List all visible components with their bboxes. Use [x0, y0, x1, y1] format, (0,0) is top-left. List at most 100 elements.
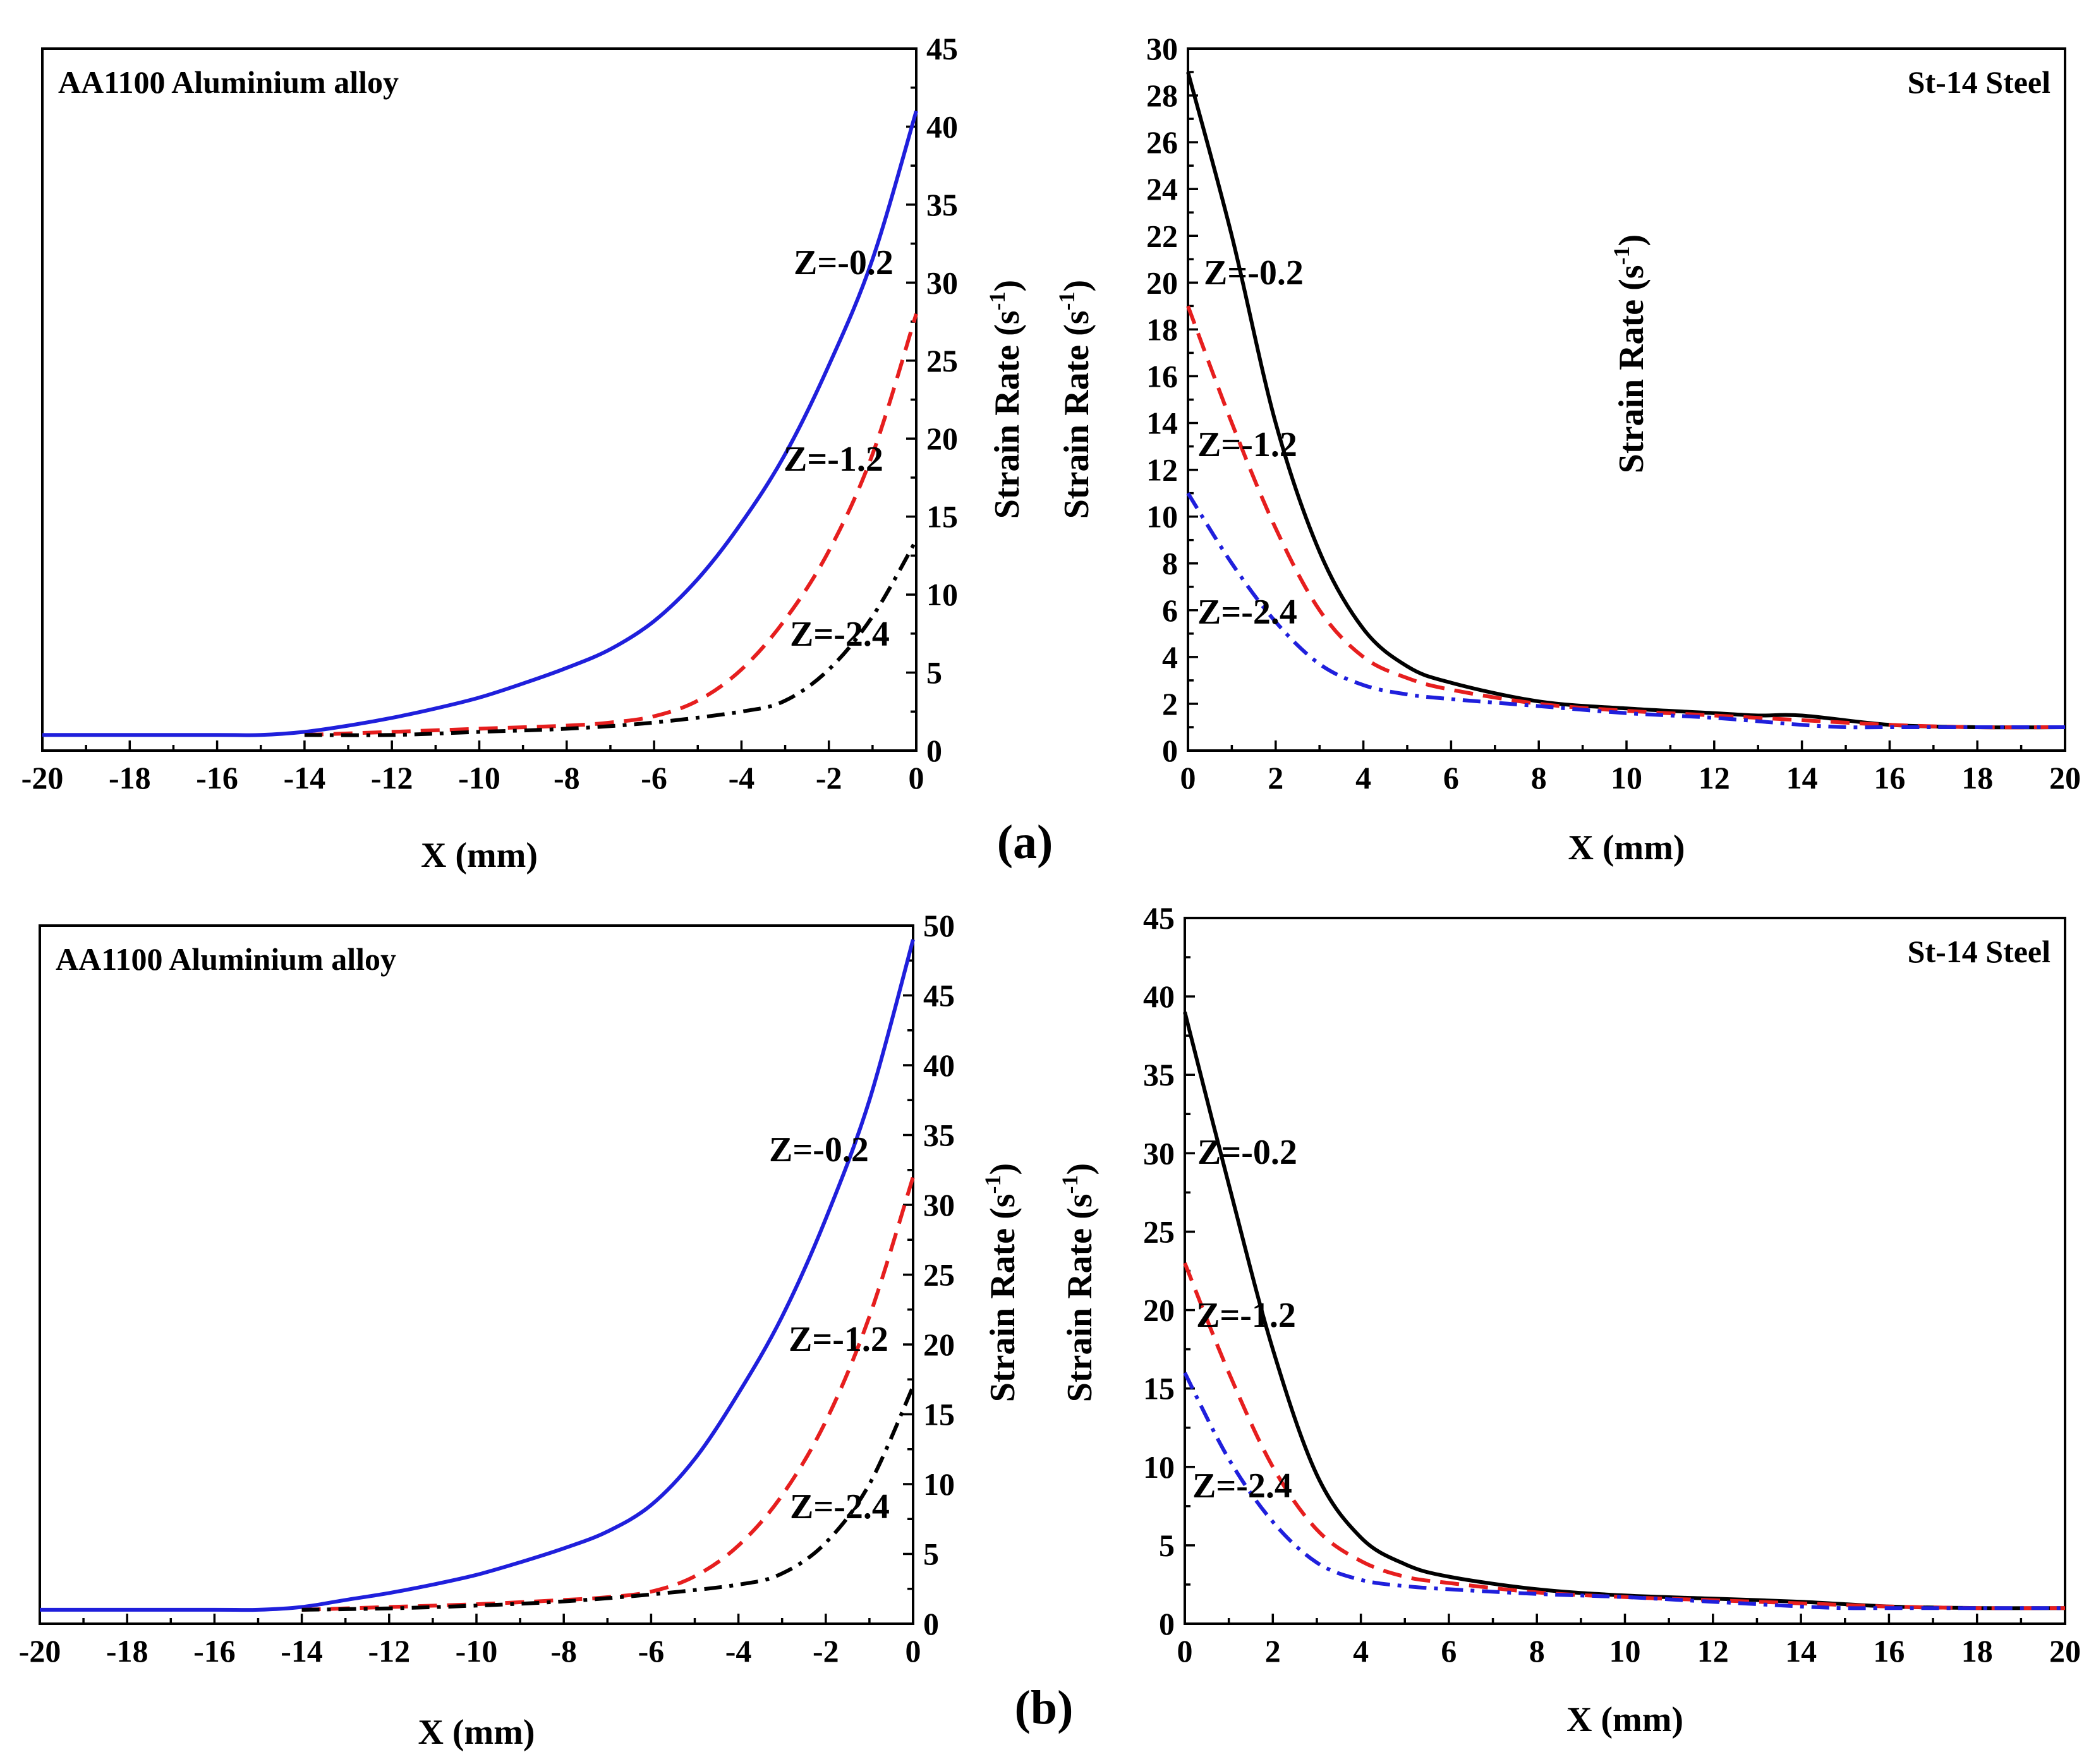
y-tick-label: 5 — [1159, 1528, 1175, 1563]
x-tick-label: 8 — [1531, 760, 1547, 795]
x-tick-label: -20 — [19, 1633, 61, 1669]
x-axis-label: X (mm) — [421, 836, 538, 875]
y-tick-label: 30 — [1146, 31, 1178, 66]
x-tick-label: -14 — [281, 1633, 323, 1669]
y-tick-label: 8 — [1162, 546, 1178, 581]
y-axis-label: Strain Rate (s-1) — [1057, 1163, 1099, 1402]
x-tick-label: 2 — [1268, 760, 1283, 795]
x-tick-label: 8 — [1529, 1633, 1545, 1669]
x-tick-label: 4 — [1353, 1633, 1369, 1669]
y-tick-label: 12 — [1146, 452, 1178, 488]
series-line-z-0-2 — [39, 939, 915, 1612]
x-tick-label: 20 — [2049, 760, 2081, 795]
series-line-z-1-2 — [1186, 305, 2066, 730]
x-axis-label: X (mm) — [418, 1713, 535, 1752]
y-axis-label: Strain Rate (s-1) — [984, 280, 1027, 519]
y-tick-label: 0 — [923, 1606, 939, 1641]
curve-label: Z=-1.2 — [1196, 1296, 1296, 1335]
y-tick-label: 6 — [1162, 593, 1178, 628]
curve-label: Z=-2.4 — [1192, 1466, 1292, 1506]
chart-a-right: 0 2 4 6 8 10 12 14 16 18 2002468101214161820222426… — [1054, 31, 2081, 867]
y-tick-label: 45 — [1143, 900, 1175, 936]
x-tick-label: 18 — [1961, 760, 1993, 795]
chart-root: -20 -18 -16 -14 -12 -10 -8 -6 -4 -2 00510152025303… — [19, 31, 2081, 1752]
y-tick-label: 26 — [1146, 124, 1178, 160]
x-tick-label: -20 — [21, 760, 64, 795]
x-tick-label: -8 — [554, 760, 580, 795]
y-tick-label: 10 — [926, 577, 958, 612]
y-tick-label: 0 — [926, 733, 942, 768]
y-tick-label: 35 — [926, 187, 958, 222]
chart-title: St-14 Steel — [1908, 934, 2051, 969]
y-tick-label: 40 — [1143, 979, 1175, 1014]
y-tick-label: 20 — [1146, 265, 1178, 300]
curve-label: Z=-2.4 — [790, 615, 890, 654]
x-tick-label: 16 — [1873, 1633, 1905, 1669]
x-tick-label: -12 — [368, 1633, 410, 1669]
curve-label: Z=-0.2 — [769, 1130, 869, 1169]
x-tick-label: 10 — [1611, 760, 1642, 795]
plot-frame — [1184, 917, 2066, 1625]
y-tick-label: 16 — [1146, 358, 1178, 394]
x-tick-label: -2 — [813, 1633, 839, 1669]
x-tick-label: -14 — [284, 760, 326, 795]
y-tick-label: 4 — [1162, 639, 1178, 675]
x-tick-label: -6 — [641, 760, 667, 795]
y-tick-label: 5 — [923, 1537, 939, 1572]
y-axis-label: Strain Rate (s-1) — [980, 1163, 1022, 1402]
y-tick-label: 20 — [1143, 1293, 1175, 1328]
y-tick-label: 10 — [1146, 499, 1178, 535]
x-tick-label: 14 — [1786, 760, 1818, 795]
plot-frame — [39, 924, 914, 1625]
x-tick-label: 2 — [1265, 1633, 1281, 1669]
series-line-z-2-4 — [301, 1386, 915, 1612]
chart-title: St-14 Steel — [1908, 64, 2051, 100]
curve-label: Z=-1.2 — [789, 1320, 888, 1359]
y-tick-label: 25 — [923, 1257, 955, 1293]
y-tick-label: 0 — [1162, 733, 1178, 768]
x-tick-label: 6 — [1441, 1633, 1457, 1669]
y-tick-label: 0 — [1159, 1606, 1175, 1641]
y-tick-label: 30 — [926, 265, 958, 300]
x-tick-label: -10 — [458, 760, 500, 795]
x-tick-label: 0 — [1180, 760, 1196, 795]
series-line-z-1-2 — [301, 1176, 915, 1612]
x-tick-label: 12 — [1697, 1633, 1729, 1669]
x-axis-label: X (mm) — [1568, 828, 1685, 867]
y-tick-label: 15 — [926, 499, 958, 535]
curve-label: Z=-0.2 — [794, 243, 894, 282]
chart-a-left: -20 -18 -16 -14 -12 -10 -8 -6 -4 -2 00510152025303… — [21, 31, 1027, 875]
curve-label: Z=-0.2 — [1204, 253, 1304, 293]
x-tick-label: -6 — [638, 1633, 665, 1669]
x-tick-label: 6 — [1443, 760, 1459, 795]
x-tick-label: 10 — [1609, 1633, 1641, 1669]
y-tick-label: 18 — [1146, 311, 1178, 347]
series-line-z-1-2 — [304, 313, 918, 737]
panel-label-a: (a) — [997, 816, 1053, 869]
y-tick-label: 30 — [923, 1187, 955, 1223]
x-tick-label: -8 — [550, 1633, 577, 1669]
x-tick-label: 0 — [1177, 1633, 1193, 1669]
curve-label: Z=-1.2 — [784, 440, 883, 479]
y-tick-label: 5 — [926, 655, 942, 691]
y-tick-label: 14 — [1146, 406, 1178, 441]
y-tick-label: 10 — [923, 1466, 955, 1502]
series-line-z-0-2 — [1183, 1012, 2066, 1610]
x-axis-label: X (mm) — [1566, 1700, 1683, 1739]
x-tick-label: 12 — [1699, 760, 1730, 795]
y-tick-label: 40 — [923, 1048, 955, 1083]
curve-label: Z=-2.4 — [1197, 593, 1297, 632]
y-tick-label: 24 — [1146, 171, 1178, 207]
chart-b-right: 0 2 4 6 8 10 12 14 16 18 20 0 5 10 15 20 25 30 35 40 45 St-14… — [1057, 900, 2081, 1739]
panel-label-b: (b) — [1015, 1681, 1074, 1734]
series-line-z-1-2 — [1183, 1262, 2066, 1610]
series-line-z-2-4 — [304, 539, 918, 737]
y-tick-label: 20 — [926, 421, 958, 456]
x-tick-label: 4 — [1355, 760, 1371, 795]
series-line-z-0-2 — [1186, 71, 2066, 730]
series-line-z-0-2 — [42, 110, 918, 737]
y-tick-label: 40 — [926, 109, 958, 144]
curve-label: Z=-2.4 — [790, 1487, 890, 1526]
y-axis-label-duplicate: Strain Rate (s-1) — [1609, 234, 1651, 473]
